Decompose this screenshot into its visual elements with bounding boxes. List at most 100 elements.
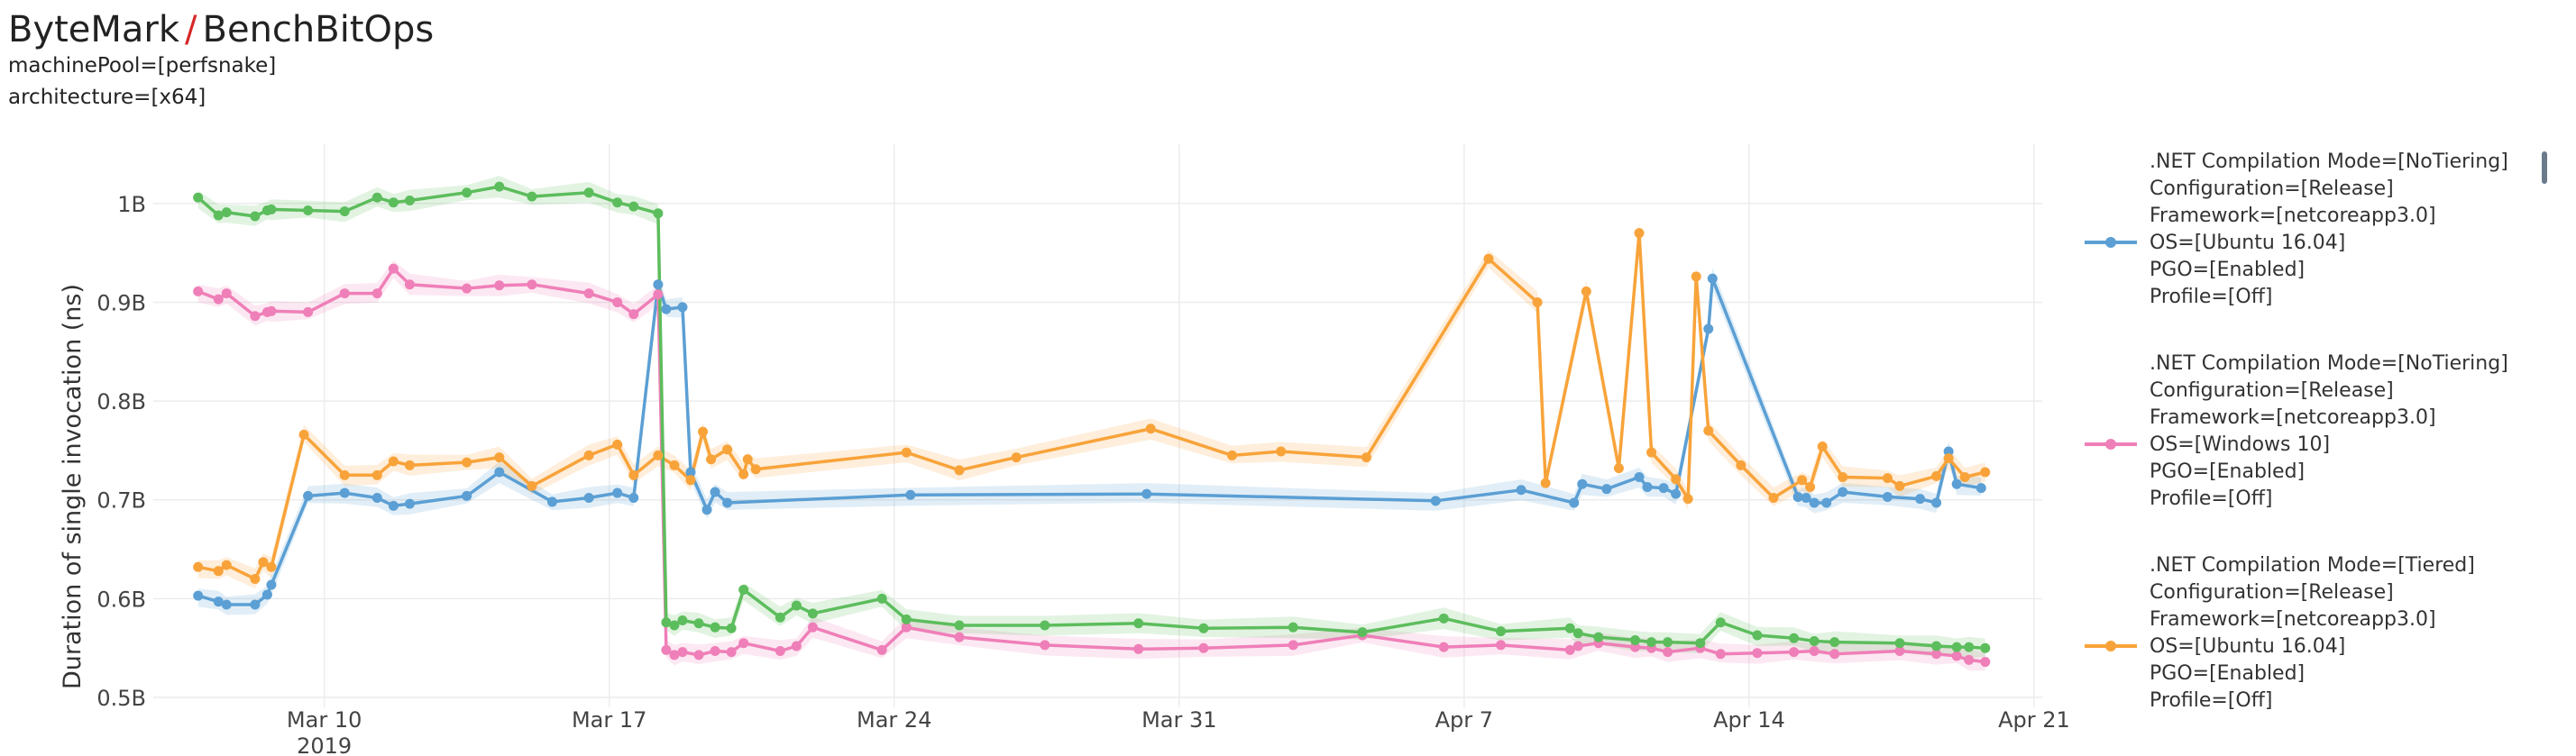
data-point[interactable]	[1809, 497, 1820, 508]
data-point[interactable]	[388, 456, 399, 467]
data-point[interactable]	[1915, 494, 1926, 505]
data-point[interactable]	[1629, 634, 1640, 645]
data-point[interactable]	[462, 457, 472, 468]
data-point[interactable]	[775, 646, 785, 656]
data-point[interactable]	[1797, 475, 1808, 486]
data-point[interactable]	[1882, 473, 1893, 484]
data-point[interactable]	[1145, 424, 1156, 434]
data-point[interactable]	[1495, 626, 1506, 637]
data-point[interactable]	[628, 493, 639, 504]
data-point[interactable]	[339, 487, 350, 498]
data-point[interactable]	[583, 187, 594, 198]
data-point[interactable]	[750, 464, 761, 475]
data-point[interactable]	[303, 490, 314, 501]
data-point[interactable]	[193, 561, 204, 572]
legend[interactable]: .NET Compilation Mode=[NoTiering] Configu…	[2074, 149, 2543, 754]
data-point[interactable]	[1715, 617, 1726, 628]
data-point[interactable]	[193, 192, 204, 203]
data-point[interactable]	[250, 211, 261, 222]
data-point[interactable]	[221, 560, 232, 570]
data-point[interactable]	[701, 505, 712, 515]
data-point[interactable]	[221, 288, 232, 299]
data-point[interactable]	[807, 608, 818, 619]
data-point[interactable]	[1040, 640, 1050, 651]
data-point[interactable]	[1540, 478, 1551, 488]
data-point[interactable]	[1752, 630, 1763, 641]
data-point[interactable]	[1516, 485, 1526, 496]
data-point[interactable]	[298, 429, 309, 440]
data-point[interactable]	[371, 288, 382, 299]
data-point[interactable]	[1438, 642, 1449, 652]
data-point[interactable]	[213, 566, 224, 577]
data-point[interactable]	[612, 197, 623, 208]
data-point[interactable]	[738, 585, 749, 596]
data-point[interactable]	[388, 263, 399, 274]
data-point[interactable]	[1882, 491, 1893, 502]
data-point[interactable]	[612, 296, 623, 307]
data-point[interactable]	[901, 447, 912, 458]
data-point[interactable]	[1736, 460, 1746, 470]
data-point[interactable]	[661, 644, 672, 655]
data-point[interactable]	[612, 439, 623, 450]
data-point[interactable]	[1931, 470, 1942, 481]
data-point[interactable]	[1838, 487, 1848, 497]
data-point[interactable]	[266, 204, 277, 214]
legend-item[interactable]: .NET Compilation Mode=[NoTiering] Configu…	[2074, 351, 2543, 513]
data-point[interactable]	[266, 305, 277, 316]
data-point[interactable]	[404, 279, 415, 290]
data-point[interactable]	[462, 187, 472, 198]
data-point[interactable]	[494, 181, 505, 192]
data-point[interactable]	[693, 618, 704, 629]
data-point[interactable]	[1943, 446, 1954, 457]
data-point[interactable]	[1964, 642, 1975, 652]
data-point[interactable]	[1357, 627, 1368, 638]
data-point[interactable]	[726, 623, 737, 633]
data-point[interactable]	[193, 286, 204, 296]
data-point[interactable]	[653, 450, 664, 460]
data-point[interactable]	[1980, 657, 1991, 668]
data-point[interactable]	[1564, 644, 1575, 655]
legend-item[interactable]: .NET Compilation Mode=[NoTiering] Configu…	[2074, 149, 2543, 311]
data-point[interactable]	[698, 426, 709, 437]
data-point[interactable]	[213, 597, 224, 607]
data-point[interactable]	[653, 279, 664, 290]
data-point[interactable]	[527, 191, 537, 202]
data-point[interactable]	[213, 210, 224, 221]
data-point[interactable]	[954, 632, 965, 642]
data-point[interactable]	[1141, 488, 1152, 499]
app-name[interactable]: ByteMark	[8, 9, 180, 50]
data-point[interactable]	[1838, 472, 1848, 483]
data-point[interactable]	[1703, 323, 1714, 334]
data-point[interactable]	[876, 593, 887, 604]
data-point[interactable]	[1581, 286, 1591, 296]
data-point[interactable]	[193, 590, 204, 601]
data-point[interactable]	[706, 454, 717, 465]
series-line[interactable]	[197, 185, 1985, 650]
data-point[interactable]	[1980, 642, 1991, 653]
data-point[interactable]	[1483, 253, 1494, 264]
data-point[interactable]	[1931, 649, 1942, 660]
data-point[interactable]	[1715, 649, 1726, 660]
data-point[interactable]	[1695, 638, 1706, 649]
data-point[interactable]	[1691, 271, 1701, 282]
data-point[interactable]	[1198, 623, 1209, 633]
data-point[interactable]	[685, 467, 696, 478]
data-point[interactable]	[1951, 478, 1962, 489]
data-point[interactable]	[1658, 483, 1669, 494]
data-point[interactable]	[1931, 641, 1942, 651]
data-point[interactable]	[1707, 273, 1718, 284]
data-point[interactable]	[738, 638, 749, 649]
data-point[interactable]	[266, 561, 277, 572]
data-point[interactable]	[1801, 493, 1811, 504]
data-point[interactable]	[1671, 474, 1682, 485]
data-point[interactable]	[1361, 452, 1371, 463]
data-point[interactable]	[462, 490, 472, 501]
legend-item[interactable]: .NET Compilation Mode=[Tiered] Configurat…	[2074, 552, 2543, 715]
data-point[interactable]	[742, 454, 753, 465]
data-point[interactable]	[677, 615, 688, 626]
data-point[interactable]	[726, 647, 737, 658]
data-point[interactable]	[901, 622, 912, 633]
data-point[interactable]	[494, 452, 505, 463]
data-point[interactable]	[1682, 494, 1693, 505]
data-point[interactable]	[612, 487, 623, 498]
